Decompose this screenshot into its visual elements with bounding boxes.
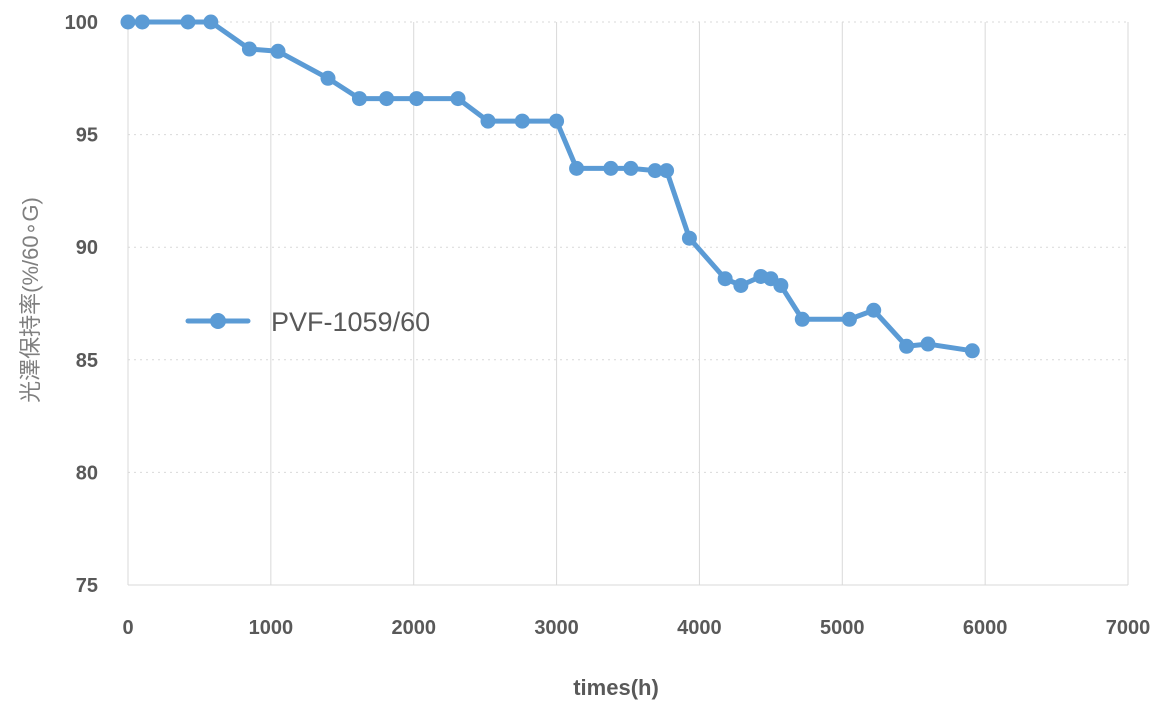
- series-layer: [121, 15, 980, 359]
- data-point: [795, 312, 810, 327]
- y-tick-label: 95: [76, 125, 98, 147]
- data-point: [481, 114, 496, 129]
- y-tick-label: 100: [65, 12, 98, 34]
- x-tick-label: 4000: [677, 617, 722, 639]
- data-point: [842, 312, 857, 327]
- data-point: [321, 71, 336, 86]
- data-point: [549, 114, 564, 129]
- data-point: [659, 163, 674, 178]
- y-tick-label: 80: [76, 462, 98, 484]
- legend-marker: [210, 313, 226, 329]
- x-tick-label: 0: [122, 617, 133, 639]
- data-point: [921, 337, 936, 352]
- data-point: [181, 15, 196, 30]
- data-point: [409, 91, 424, 106]
- y-tick-label: 90: [76, 237, 98, 259]
- data-point: [451, 91, 466, 106]
- data-point: [135, 15, 150, 30]
- data-point: [379, 91, 394, 106]
- data-point: [603, 161, 618, 176]
- data-point: [121, 15, 136, 30]
- axes: 0 1000 2000 3000 4000 5000 6000 7000 75 80 85 90 95 1…: [65, 12, 1151, 639]
- x-tick-label: 2000: [391, 617, 436, 639]
- y-axis-title: 光澤保持率(%/60∘G): [18, 197, 43, 403]
- grid: [128, 22, 1128, 585]
- legend: PVF-1059/60: [188, 307, 430, 337]
- data-point: [718, 271, 733, 286]
- legend-label: PVF-1059/60: [271, 307, 430, 337]
- data-point: [569, 161, 584, 176]
- data-point: [965, 343, 980, 358]
- x-tick-label: 7000: [1106, 617, 1151, 639]
- x-tick-label: 1000: [249, 617, 294, 639]
- data-point: [271, 44, 286, 59]
- x-axis-title: times(h): [573, 675, 659, 700]
- x-tick-label: 3000: [534, 617, 579, 639]
- x-tick-label: 5000: [820, 617, 865, 639]
- x-tick-label: 6000: [963, 617, 1008, 639]
- y-tick-label: 85: [76, 350, 98, 372]
- data-point: [352, 91, 367, 106]
- data-point: [682, 231, 697, 246]
- data-point: [242, 42, 257, 57]
- data-point: [899, 339, 914, 354]
- data-point: [773, 278, 788, 293]
- data-point: [866, 303, 881, 318]
- data-point: [515, 114, 530, 129]
- data-point: [623, 161, 638, 176]
- data-point: [733, 278, 748, 293]
- data-point: [203, 15, 218, 30]
- y-tick-label: 75: [76, 575, 98, 597]
- series-line: [128, 22, 972, 351]
